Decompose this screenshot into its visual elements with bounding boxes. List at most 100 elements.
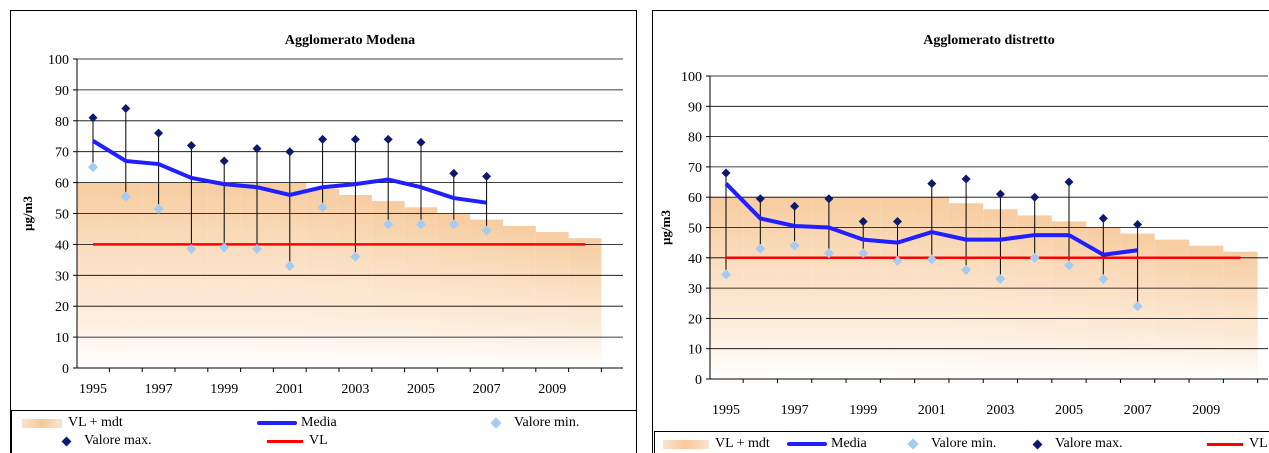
x-tick-label: 2007	[473, 382, 501, 397]
min-marker	[1029, 252, 1040, 263]
y-tick-label: 40	[688, 252, 702, 267]
max-marker	[995, 189, 1005, 199]
max-marker	[219, 156, 229, 166]
chart-panel-modena: Agglomerato Modena µg/m3 0 10 20 30 40 50 60 70 80…	[10, 10, 637, 453]
x-tick-label: 2005	[407, 382, 435, 397]
max-marker	[383, 134, 393, 144]
min-marker	[448, 219, 459, 230]
y-tick-label: 20	[688, 312, 702, 327]
max-marker	[1133, 219, 1143, 229]
min-marker	[755, 243, 766, 254]
legend-label-max: Valore max.	[1055, 436, 1123, 451]
min-marker	[858, 248, 869, 259]
x-tick-label: 2005	[1055, 403, 1083, 418]
band-segment	[437, 213, 471, 368]
max-marker	[755, 194, 765, 204]
y-tick-label: 70	[55, 146, 69, 161]
max-marker	[154, 128, 164, 138]
y-tick-label: 30	[55, 269, 69, 284]
media-line	[724, 182, 1138, 257]
y-tick-label: 100	[48, 53, 69, 68]
legend-item-vl: VL	[1207, 436, 1268, 452]
min-marker	[721, 269, 731, 280]
legend-label-band: VL + mdt	[68, 415, 123, 430]
y-tick-label: 50	[55, 208, 69, 223]
legend-symbol-max	[61, 436, 72, 446]
min-marker	[252, 244, 262, 255]
max-marker	[961, 174, 971, 184]
band-segment	[1154, 239, 1190, 379]
x-tick-label: 1999	[210, 382, 238, 397]
chart-distretto: Agglomerato distretto µg/m3 0 10 20 30 40 50 60 7…	[658, 33, 1268, 418]
chart-title: Agglomerato Modena	[285, 33, 415, 48]
min-marker	[481, 225, 492, 236]
y-tick-label: 60	[688, 191, 702, 206]
x-tick-label: 1995	[712, 403, 740, 418]
legend-distretto: VL + mdt Media Valore min. Valore max. V…	[654, 431, 1269, 453]
y-tick-label: 70	[688, 161, 702, 176]
min-marker	[892, 255, 903, 266]
media-line	[91, 139, 487, 205]
min-marker	[383, 219, 394, 230]
x-tick-label: 2001	[918, 403, 946, 418]
max-marker	[350, 134, 360, 144]
band-segment	[535, 232, 569, 368]
min-marker	[120, 191, 131, 202]
y-tick-label: 50	[688, 222, 702, 237]
y-tick-label: 80	[688, 131, 702, 146]
max-marker	[285, 147, 295, 157]
x-tick-label: 2009	[538, 382, 566, 397]
max-marker	[121, 103, 131, 113]
x-tick-label: 2007	[1124, 403, 1152, 418]
legend-item-min: Valore min.	[488, 415, 579, 431]
max-marker	[1098, 213, 1108, 223]
min-marker	[317, 202, 328, 213]
max-marker	[252, 144, 262, 154]
min-marker	[186, 244, 197, 255]
x-tick-label: 2001	[276, 382, 304, 397]
min-marker	[284, 261, 295, 272]
x-tick-label: 1999	[849, 403, 877, 418]
legend-symbol-vl	[1207, 442, 1243, 446]
y-tick-label: 0	[695, 373, 702, 388]
y-tick-label: 80	[55, 115, 69, 130]
legend-symbol-vl	[267, 439, 303, 443]
y-tick-label: 100	[681, 70, 702, 85]
legend-label-media: Media	[301, 415, 337, 430]
y-tick-label: 10	[688, 343, 702, 358]
legend-item-band: VL + mdt	[22, 415, 123, 431]
legend-label-min: Valore min.	[514, 415, 580, 430]
x-tick-label: 1997	[145, 382, 173, 397]
max-marker	[416, 137, 426, 147]
legend-symbol-min	[490, 417, 502, 429]
x-tick-label: 2003	[341, 382, 369, 397]
legend-item-min: Valore min.	[905, 436, 996, 452]
min-marker	[219, 242, 230, 253]
min-marker	[1064, 260, 1074, 271]
max-marker	[449, 168, 459, 178]
max-marker	[1030, 192, 1040, 202]
max-marker	[186, 141, 196, 151]
y-tick-label: 90	[688, 100, 702, 115]
min-marker	[88, 162, 98, 173]
x-tick-label: 2003	[986, 403, 1014, 418]
y-tick-label: 40	[55, 238, 69, 253]
max-marker	[893, 216, 902, 226]
y-tick-label: 90	[55, 84, 69, 99]
legend-symbol-band	[663, 439, 709, 449]
legend-label-media: Media	[831, 436, 867, 451]
band-segment	[470, 219, 503, 368]
legend-label-vl: VL	[309, 433, 328, 448]
min-marker	[416, 219, 426, 230]
y-tick-label: 20	[55, 300, 69, 315]
min-marker	[961, 264, 972, 275]
legend-item-max: Valore max.	[59, 433, 152, 449]
legend-label-max: Valore max.	[84, 433, 152, 448]
band-segment	[503, 225, 536, 368]
x-tick-label: 1995	[79, 382, 107, 397]
max-marker	[790, 201, 800, 211]
min-marker	[789, 240, 800, 251]
legend-item-media: Media	[257, 415, 337, 431]
max-marker	[482, 171, 492, 181]
max-marker	[88, 113, 98, 123]
